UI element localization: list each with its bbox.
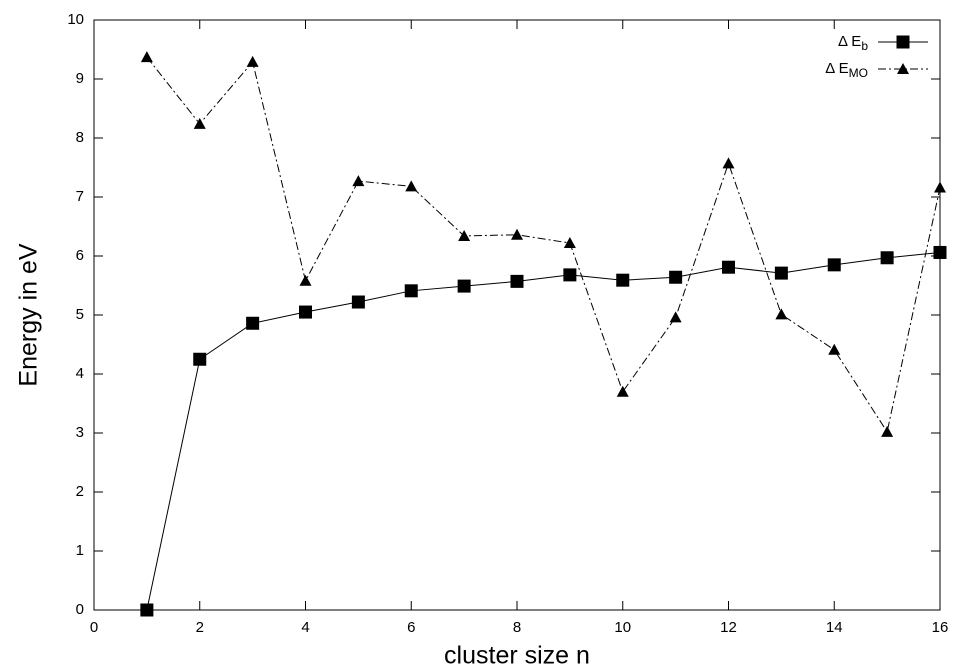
marker bbox=[827, 258, 841, 272]
marker bbox=[722, 260, 735, 274]
marker bbox=[669, 270, 683, 284]
marker bbox=[193, 117, 206, 129]
y-tick-label: 0 bbox=[76, 601, 84, 618]
marker bbox=[616, 273, 630, 287]
marker bbox=[458, 229, 471, 241]
marker bbox=[934, 181, 946, 193]
legend-label: Δ Eb bbox=[838, 33, 868, 53]
marker bbox=[669, 311, 682, 323]
legend-subscript: MO bbox=[849, 66, 868, 80]
marker bbox=[351, 295, 365, 309]
marker bbox=[563, 237, 576, 249]
marker bbox=[405, 180, 418, 192]
y-tick-label: 7 bbox=[76, 188, 84, 205]
legend-marker bbox=[897, 63, 909, 74]
marker bbox=[881, 425, 894, 437]
marker bbox=[299, 274, 312, 286]
x-tick-label: 2 bbox=[196, 619, 204, 636]
marker bbox=[616, 385, 629, 397]
marker bbox=[193, 352, 207, 366]
y-tick-label: 2 bbox=[76, 483, 84, 500]
marker bbox=[775, 308, 788, 320]
series-line bbox=[146, 251, 941, 611]
y-tick-label: 4 bbox=[76, 365, 84, 382]
y-tick-label: 3 bbox=[76, 424, 84, 441]
x-tick-label: 16 bbox=[932, 619, 949, 636]
y-axis-label: Energy in eV bbox=[15, 243, 43, 386]
marker bbox=[246, 316, 260, 330]
plot-frame bbox=[93, 19, 941, 611]
x-axis-label: cluster size n bbox=[444, 642, 590, 670]
x-tick-label: 12 bbox=[720, 619, 737, 636]
x-tick-label: 10 bbox=[614, 619, 631, 636]
marker bbox=[563, 268, 577, 282]
y-tick-label: 6 bbox=[76, 247, 84, 264]
y-tick-label: 10 bbox=[67, 11, 84, 28]
marker bbox=[299, 305, 312, 319]
marker bbox=[828, 343, 841, 355]
marker bbox=[510, 274, 524, 288]
marker bbox=[880, 251, 894, 265]
marker bbox=[352, 175, 365, 187]
series-line bbox=[146, 56, 941, 434]
legend-name: Δ E bbox=[825, 60, 848, 77]
y-tick-label: 5 bbox=[76, 306, 84, 323]
marker bbox=[404, 284, 418, 298]
legend-label: Δ EMO bbox=[825, 60, 868, 80]
marker bbox=[722, 157, 735, 169]
x-tick-label: 0 bbox=[90, 619, 98, 636]
legend-name: Δ E bbox=[838, 33, 861, 50]
x-tick-label: 8 bbox=[513, 619, 521, 636]
y-tick-label: 1 bbox=[76, 542, 84, 559]
marker bbox=[246, 55, 259, 67]
marker bbox=[511, 228, 523, 240]
x-tick-label: 14 bbox=[826, 619, 843, 636]
legend-subscript: b bbox=[861, 39, 868, 53]
marker bbox=[933, 245, 947, 259]
legend-marker bbox=[896, 35, 910, 49]
marker bbox=[140, 603, 154, 617]
y-tick-label: 8 bbox=[76, 129, 84, 146]
marker bbox=[140, 51, 153, 63]
x-tick-label: 4 bbox=[301, 619, 309, 636]
marker bbox=[774, 266, 788, 280]
y-tick-label: 9 bbox=[76, 70, 84, 87]
x-tick-label: 6 bbox=[407, 619, 415, 636]
marker bbox=[457, 279, 471, 293]
